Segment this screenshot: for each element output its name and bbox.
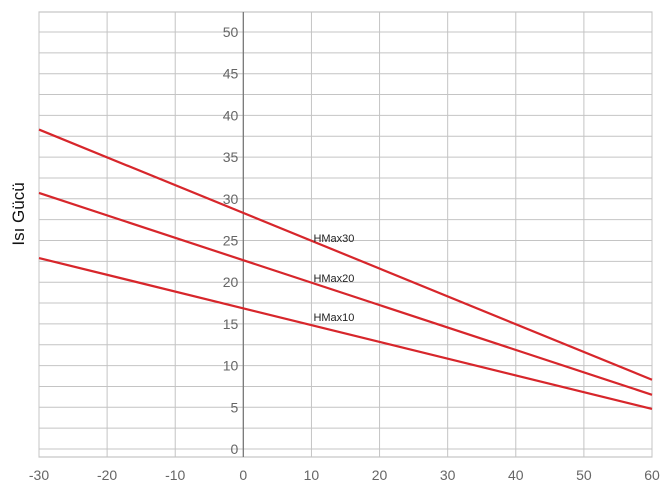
y-tick-label: 30 [223,191,239,207]
y-tick-label: 25 [223,233,239,249]
series-labels: HMax30 HMax20 HMax10 [313,233,354,324]
series-line-hmax10 [38,256,653,411]
y-tick-label: 20 [223,274,239,290]
y-axis-label: Isı Gücü [9,182,28,245]
series-label-hmax20: HMax20 [313,273,354,285]
series-label-hmax10: HMax10 [313,312,354,324]
y-tick-labels: 0 5 10 15 20 25 30 35 40 45 50 [223,24,239,457]
x-tick-label: 30 [440,467,456,483]
y-tick-label: 50 [223,24,239,40]
y-tick-label: 5 [231,399,239,415]
x-tick-label: -20 [97,467,117,483]
series-lines [38,128,653,411]
x-tick-label: 60 [644,467,660,483]
y-tick-label: 35 [223,149,239,165]
x-tick-label: 10 [304,467,320,483]
x-tick-label: 40 [508,467,524,483]
series-line-hmax20 [38,191,653,396]
y-tick-label: 45 [223,66,239,82]
grid [38,11,653,458]
x-tick-labels: -30 -20 -10 0 10 20 30 40 50 60 [29,467,660,483]
x-tick-label: -30 [29,467,49,483]
y-tick-label: 40 [223,107,239,123]
x-tick-label: 50 [576,467,592,483]
x-tick-label: 20 [372,467,388,483]
y-tick-label: 10 [223,358,239,374]
series-line-hmax30 [38,128,653,381]
y-tick-label: 15 [223,316,239,332]
y-tick-label: 0 [231,441,239,457]
series-label-hmax30: HMax30 [313,233,354,245]
x-tick-label: -10 [165,467,185,483]
x-tick-label: 0 [239,467,247,483]
